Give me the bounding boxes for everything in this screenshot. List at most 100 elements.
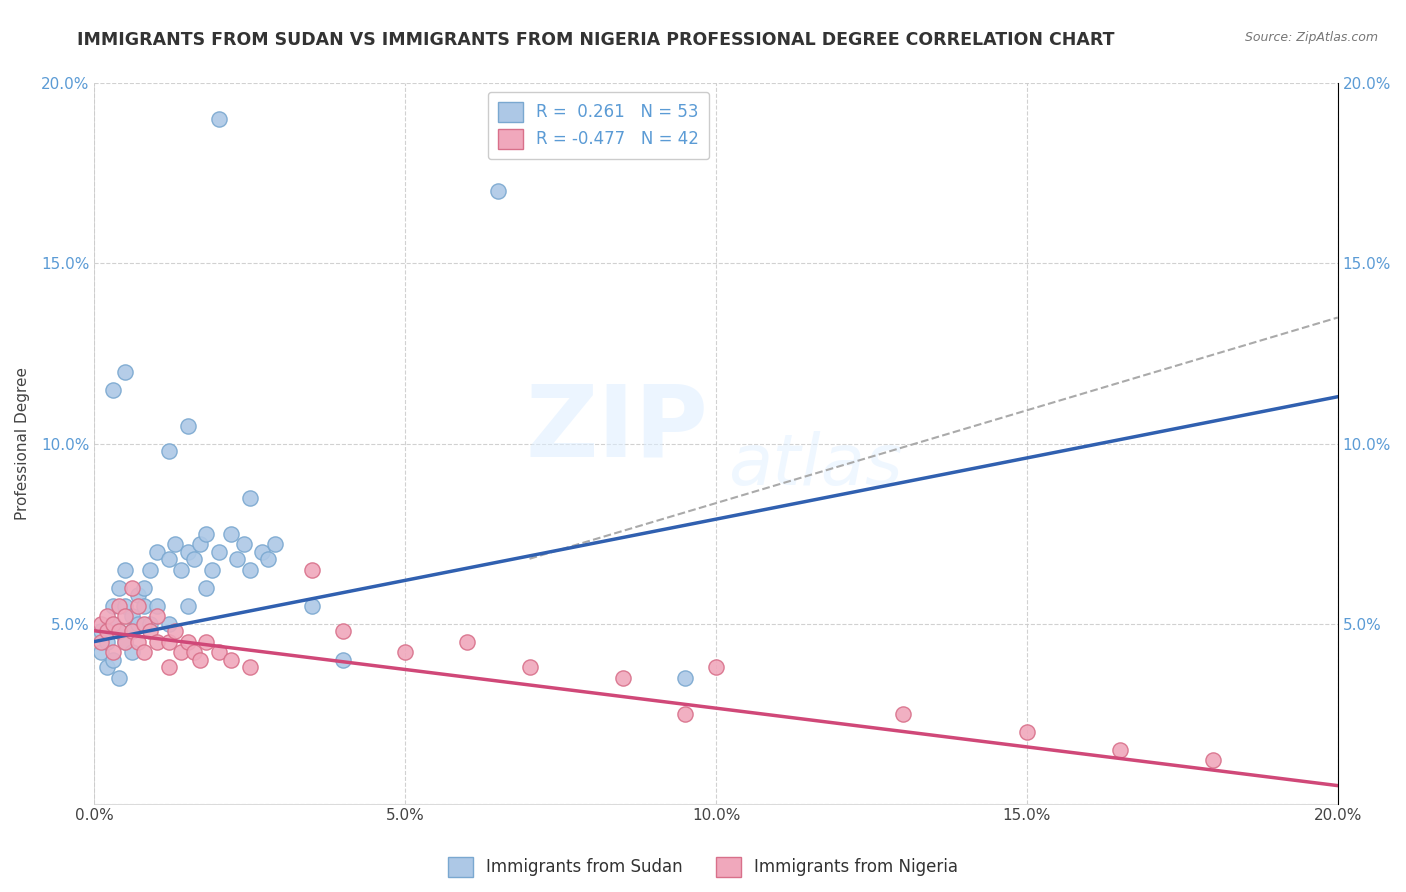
- Point: [394, 645, 416, 659]
- Point: [170, 645, 193, 659]
- Point: [301, 599, 323, 613]
- Point: [90, 645, 112, 659]
- Point: [121, 581, 143, 595]
- Point: [263, 537, 285, 551]
- Point: [121, 609, 143, 624]
- Point: [108, 581, 131, 595]
- Point: [114, 609, 136, 624]
- Point: [145, 634, 167, 648]
- Point: [165, 624, 187, 638]
- Point: [195, 634, 218, 648]
- Point: [157, 634, 180, 648]
- Point: [183, 645, 205, 659]
- Point: [165, 537, 187, 551]
- Point: [188, 537, 211, 551]
- Point: [127, 634, 149, 648]
- Point: [219, 526, 242, 541]
- Point: [195, 581, 218, 595]
- Point: [157, 443, 180, 458]
- Point: [90, 616, 112, 631]
- Point: [232, 537, 254, 551]
- Point: [145, 599, 167, 613]
- Point: [96, 660, 118, 674]
- Point: [101, 645, 124, 659]
- Point: [96, 609, 118, 624]
- Point: [1202, 753, 1225, 767]
- Text: atlas: atlas: [728, 431, 903, 500]
- Point: [239, 660, 262, 674]
- Text: IMMIGRANTS FROM SUDAN VS IMMIGRANTS FROM NIGERIA PROFESSIONAL DEGREE CORRELATION: IMMIGRANTS FROM SUDAN VS IMMIGRANTS FROM…: [77, 31, 1115, 49]
- Point: [121, 645, 143, 659]
- Point: [157, 660, 180, 674]
- Point: [208, 544, 231, 558]
- Point: [157, 616, 180, 631]
- Y-axis label: Professional Degree: Professional Degree: [15, 367, 30, 520]
- Point: [108, 599, 131, 613]
- Point: [132, 616, 155, 631]
- Point: [332, 624, 354, 638]
- Point: [176, 599, 198, 613]
- Point: [208, 112, 231, 127]
- Point: [239, 563, 262, 577]
- Point: [673, 671, 696, 685]
- Point: [188, 652, 211, 666]
- Point: [114, 599, 136, 613]
- Point: [1015, 724, 1038, 739]
- Point: [250, 544, 273, 558]
- Point: [108, 671, 131, 685]
- Point: [145, 544, 167, 558]
- Point: [201, 563, 224, 577]
- Point: [176, 544, 198, 558]
- Point: [176, 418, 198, 433]
- Point: [90, 624, 112, 638]
- Point: [139, 616, 162, 631]
- Point: [114, 634, 136, 648]
- Point: [101, 616, 124, 631]
- Point: [121, 624, 143, 638]
- Text: ZIP: ZIP: [526, 381, 709, 477]
- Point: [101, 383, 124, 397]
- Point: [183, 551, 205, 566]
- Point: [127, 588, 149, 602]
- Point: [127, 599, 149, 613]
- Point: [332, 652, 354, 666]
- Legend: R =  0.261   N = 53, R = -0.477   N = 42: R = 0.261 N = 53, R = -0.477 N = 42: [488, 92, 710, 159]
- Point: [96, 624, 118, 638]
- Point: [127, 616, 149, 631]
- Point: [132, 599, 155, 613]
- Point: [101, 599, 124, 613]
- Point: [139, 563, 162, 577]
- Point: [704, 660, 727, 674]
- Point: [139, 624, 162, 638]
- Point: [170, 563, 193, 577]
- Point: [114, 364, 136, 378]
- Text: Source: ZipAtlas.com: Source: ZipAtlas.com: [1244, 31, 1378, 45]
- Point: [257, 551, 280, 566]
- Point: [157, 551, 180, 566]
- Point: [673, 706, 696, 721]
- Point: [612, 671, 634, 685]
- Point: [176, 634, 198, 648]
- Point: [132, 645, 155, 659]
- Point: [108, 624, 131, 638]
- Point: [145, 609, 167, 624]
- Point: [219, 652, 242, 666]
- Point: [488, 185, 510, 199]
- Point: [208, 645, 231, 659]
- Point: [301, 563, 323, 577]
- Point: [90, 634, 112, 648]
- Point: [121, 624, 143, 638]
- Legend: Immigrants from Sudan, Immigrants from Nigeria: Immigrants from Sudan, Immigrants from N…: [441, 850, 965, 884]
- Point: [519, 660, 541, 674]
- Point: [891, 706, 914, 721]
- Point: [101, 652, 124, 666]
- Point: [226, 551, 249, 566]
- Point: [114, 563, 136, 577]
- Point: [132, 581, 155, 595]
- Point: [108, 624, 131, 638]
- Point: [195, 526, 218, 541]
- Point: [114, 634, 136, 648]
- Point: [239, 491, 262, 505]
- Point: [456, 634, 478, 648]
- Point: [101, 616, 124, 631]
